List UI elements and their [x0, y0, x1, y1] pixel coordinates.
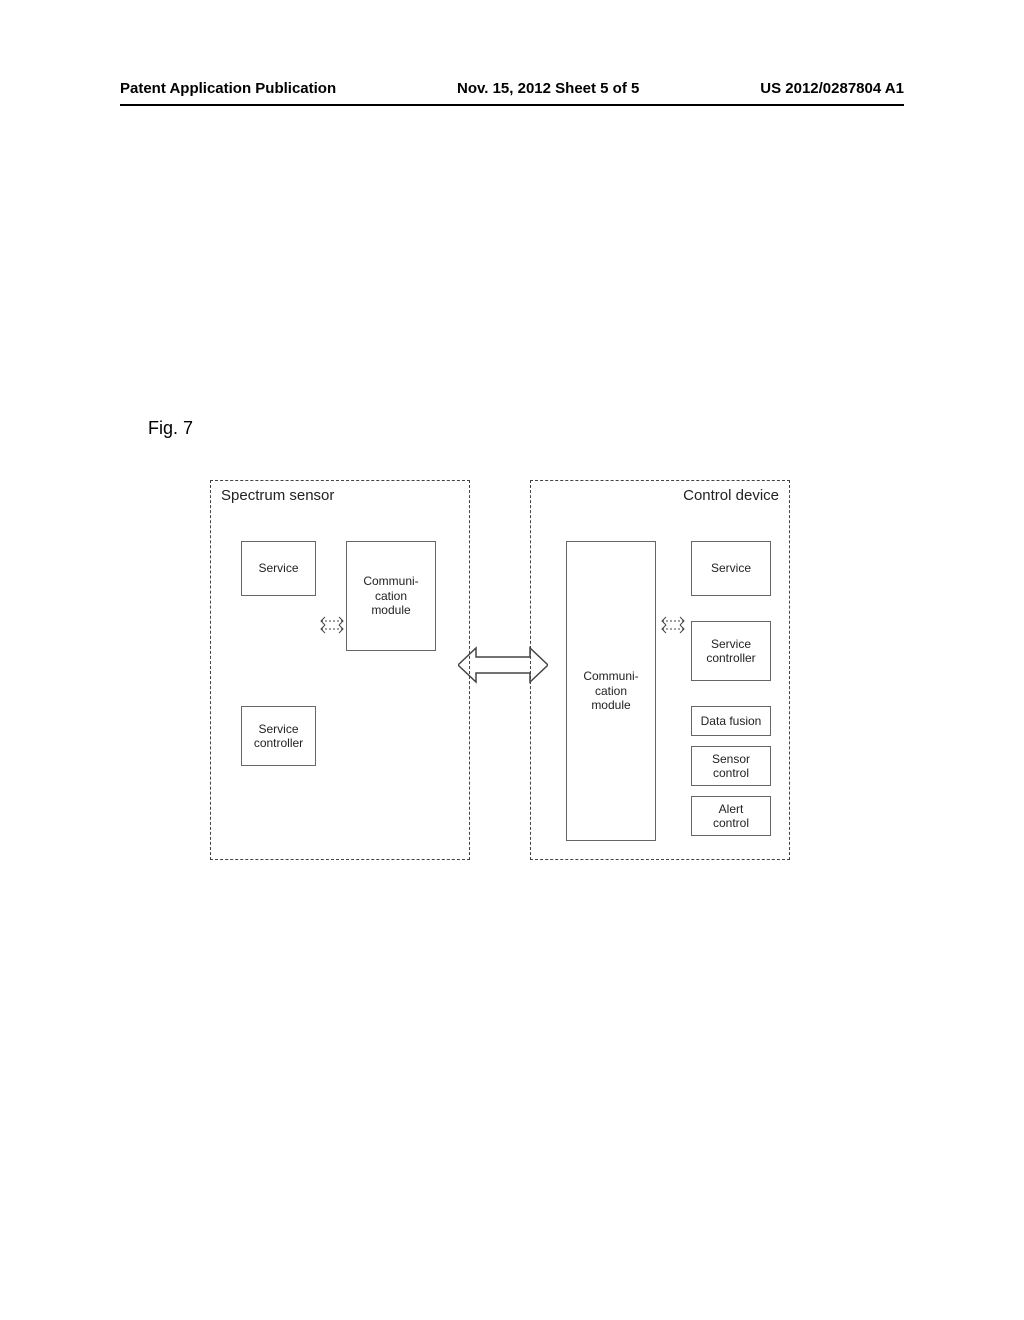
control-datafusion-box: Data fusion [691, 706, 771, 736]
page-header: Patent Application Publication Nov. 15, … [120, 80, 904, 97]
header-center: Nov. 15, 2012 Sheet 5 of 5 [457, 80, 639, 97]
inter-device-arrow-icon [458, 640, 548, 690]
control-internal-arrow-icon [658, 615, 688, 635]
sensor-internal-arrow-icon [317, 615, 347, 635]
sensor-comm-box: Communi- cation module [346, 541, 436, 651]
control-service-label: Service [711, 561, 751, 575]
control-alertctrl-box: Alert control [691, 796, 771, 836]
block-diagram: Spectrum sensor Service Communi- cation … [210, 480, 790, 880]
header-rule [120, 104, 904, 106]
header-left: Patent Application Publication [120, 80, 336, 97]
control-comm-box: Communi- cation module [566, 541, 656, 841]
control-comm-label: Communi- cation module [583, 669, 638, 712]
sensor-title: Spectrum sensor [221, 487, 334, 504]
spectrum-sensor-box: Spectrum sensor Service Communi- cation … [210, 480, 470, 860]
control-alertctrl-label: Alert control [713, 802, 749, 831]
control-sensorctrl-box: Sensor control [691, 746, 771, 786]
sensor-comm-label: Communi- cation module [363, 574, 418, 617]
control-service-box: Service [691, 541, 771, 596]
control-controller-box: Service controller [691, 621, 771, 681]
control-title: Control device [683, 487, 779, 504]
sensor-service-label: Service [258, 561, 298, 575]
control-datafusion-label: Data fusion [701, 714, 762, 728]
sensor-service-box: Service [241, 541, 316, 596]
header-right: US 2012/0287804 A1 [760, 80, 904, 97]
control-sensorctrl-label: Sensor control [712, 752, 750, 781]
control-controller-label: Service controller [706, 637, 755, 666]
sensor-controller-label: Service controller [254, 722, 303, 751]
figure-label: Fig. 7 [148, 418, 193, 439]
control-device-box: Control device Communi- cation module Se… [530, 480, 790, 860]
sensor-controller-box: Service controller [241, 706, 316, 766]
